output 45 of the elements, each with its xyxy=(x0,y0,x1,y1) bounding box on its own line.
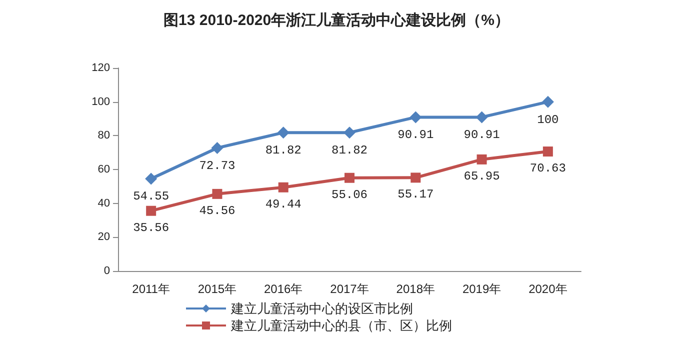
data-label: 70.63 xyxy=(530,162,566,176)
point xyxy=(278,182,288,192)
point xyxy=(344,126,356,139)
point xyxy=(145,172,158,185)
data-label: 49.44 xyxy=(265,197,302,212)
data-label: 72.73 xyxy=(199,158,236,173)
point xyxy=(277,126,290,139)
point xyxy=(476,111,488,124)
data-label: 81.82 xyxy=(265,144,302,158)
legend-label: 建立儿童活动中心的县（市、区）比例 xyxy=(230,318,452,333)
y-tick-label: 100 xyxy=(92,96,110,108)
x-tick-label: 2017年 xyxy=(330,282,369,296)
data-label: 65.95 xyxy=(464,169,500,184)
data-label: 100 xyxy=(537,112,559,127)
point xyxy=(476,154,487,164)
y-tick-label: 20 xyxy=(98,231,110,244)
y-tick-label: 40 xyxy=(98,197,110,210)
point xyxy=(146,206,156,216)
data-label: 45.56 xyxy=(199,204,236,218)
data-label: 55.17 xyxy=(398,188,434,202)
data-label: 35.56 xyxy=(133,220,170,235)
y-tick-label: 120 xyxy=(92,62,110,74)
legend-label: 建立儿童活动中心的设区市比例 xyxy=(230,301,413,316)
point xyxy=(542,96,554,108)
y-tick-label: 0 xyxy=(104,265,110,277)
data-label: 55.06 xyxy=(331,188,368,202)
x-tick-label: 2011年 xyxy=(132,282,170,296)
point xyxy=(542,146,553,157)
y-tick-label: 80 xyxy=(98,130,110,142)
point xyxy=(410,111,422,124)
data-label: 90.91 xyxy=(398,128,434,142)
point xyxy=(211,142,224,154)
y-tick-label: 60 xyxy=(98,164,110,176)
point xyxy=(344,172,354,183)
chart-title: 图13 2010-2020年浙江儿童活动中心建设比例（%） xyxy=(164,11,510,29)
data-label: 54.55 xyxy=(133,190,170,204)
x-tick-label: 2019年 xyxy=(462,282,502,296)
data-label: 90.91 xyxy=(464,128,500,142)
data-label: 81.82 xyxy=(331,144,368,158)
x-tick-label: 2015年 xyxy=(198,282,237,296)
point xyxy=(212,188,222,199)
x-tick-label: 2020年 xyxy=(528,282,568,296)
x-tick-label: 2016年 xyxy=(264,282,303,296)
point xyxy=(410,172,421,183)
x-tick-label: 2018年 xyxy=(396,282,435,296)
